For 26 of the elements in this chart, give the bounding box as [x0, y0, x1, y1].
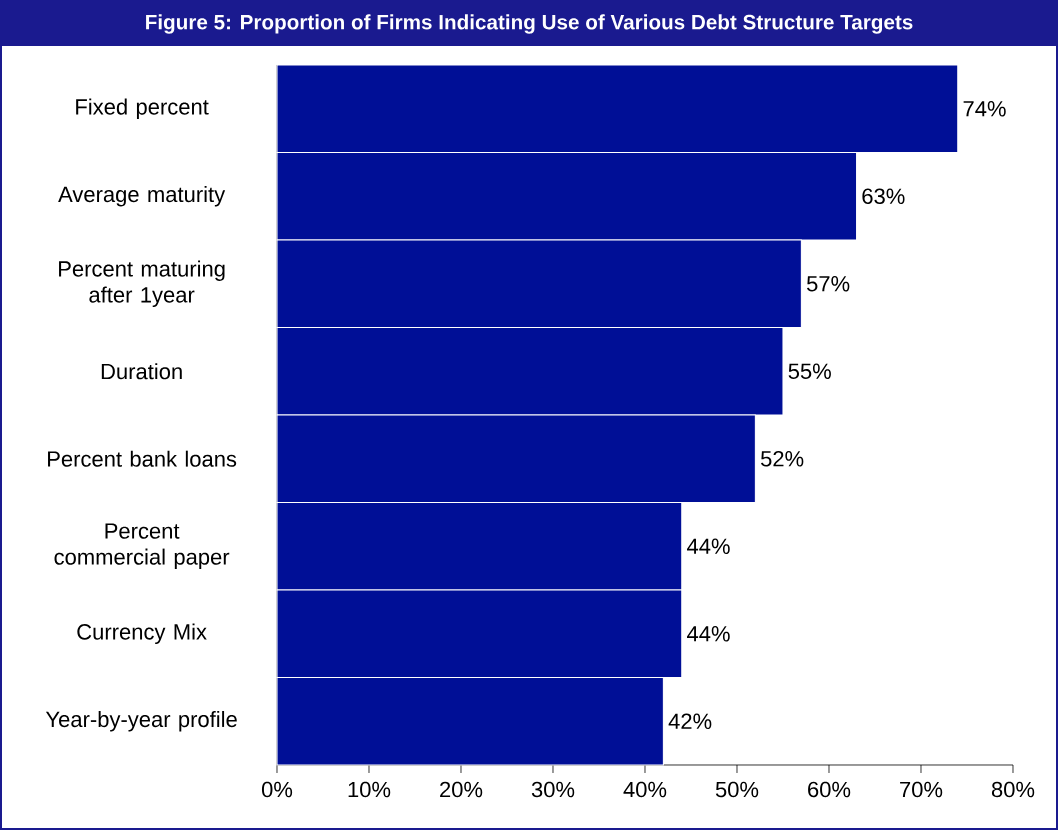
- x-tick-label: 70%: [900, 781, 943, 798]
- y-tick-label: Average maturity: [58, 186, 226, 207]
- y-tick-label: Fixed percent: [76, 98, 209, 119]
- data-label: 55%: [788, 363, 831, 379]
- x-tick-label: 40%: [623, 781, 667, 798]
- x-tick-label: 0%: [261, 781, 293, 798]
- data-label: 63%: [862, 188, 905, 205]
- y-tick-label: Percent commercial paper: [54, 523, 230, 570]
- x-tick-label: 30%: [531, 781, 575, 798]
- y-tick-label: Percent maturing after 1year: [59, 260, 225, 307]
- x-tick-label: 80%: [991, 781, 1035, 798]
- chart-title: Figure 5: Proportion of Firms Indicating Use of Various Debt Structure Targets: [146, 14, 913, 34]
- y-tick-label: Year-by-year profile: [45, 711, 237, 732]
- data-label: 52%: [760, 450, 804, 467]
- data-label: 44%: [687, 626, 730, 642]
- data-label: 42%: [668, 713, 712, 729]
- data-label: 74%: [963, 101, 1006, 117]
- data-label: 57%: [806, 276, 850, 292]
- x-tick-label: 20%: [440, 781, 483, 798]
- x-tick-label: 50%: [715, 781, 759, 798]
- x-tick-label: 60%: [808, 781, 851, 798]
- y-tick-label: Duration: [101, 363, 182, 380]
- x-tick-label: 10%: [348, 781, 391, 798]
- y-tick-label: Percent bank loans: [48, 450, 237, 467]
- data-label: 44%: [687, 538, 730, 554]
- y-tick-label: Currency Mix: [77, 623, 207, 644]
